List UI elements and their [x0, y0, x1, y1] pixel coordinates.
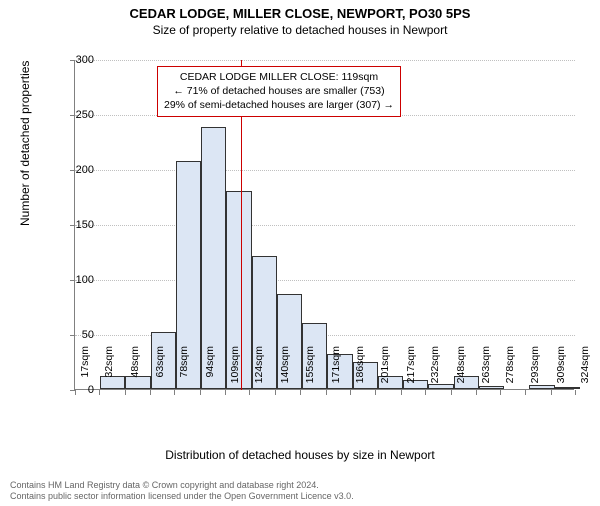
ytick-label: 200	[54, 164, 94, 176]
xtick-label: 171sqm	[330, 346, 342, 396]
chart-title: CEDAR LODGE, MILLER CLOSE, NEWPORT, PO30…	[0, 6, 600, 21]
attribution-footer: Contains HM Land Registry data © Crown c…	[10, 480, 354, 503]
plot: 17sqm32sqm48sqm63sqm78sqm94sqm109sqm124s…	[74, 60, 574, 390]
footer-line: Contains public sector information licen…	[10, 491, 354, 502]
xtick-label: 293sqm	[529, 346, 541, 396]
y-axis-label: Number of detached properties	[18, 61, 32, 226]
xtick-mark	[275, 390, 276, 395]
xtick-mark	[451, 390, 452, 395]
gridline	[75, 60, 575, 61]
gridline	[75, 280, 575, 281]
plot-area: 17sqm32sqm48sqm63sqm78sqm94sqm109sqm124s…	[74, 60, 574, 390]
xtick-label: 140sqm	[279, 346, 291, 396]
xtick-label: 124sqm	[253, 346, 265, 396]
chart-container: CEDAR LODGE, MILLER CLOSE, NEWPORT, PO30…	[0, 6, 600, 506]
xtick-label: 248sqm	[455, 346, 467, 396]
xtick-label: 109sqm	[229, 346, 241, 396]
chart-subtitle: Size of property relative to detached ho…	[0, 23, 600, 37]
xtick-mark	[326, 390, 327, 395]
xtick-mark	[401, 390, 402, 395]
xtick-mark	[575, 390, 576, 395]
xtick-label: 155sqm	[304, 346, 316, 396]
xtick-mark	[375, 390, 376, 395]
xtick-label: 278sqm	[504, 346, 516, 396]
gridline	[75, 225, 575, 226]
xtick-label: 186sqm	[354, 346, 366, 396]
xtick-label: 217sqm	[405, 346, 417, 396]
xtick-mark	[300, 390, 301, 395]
annotation-line: 29% of semi-detached houses are larger (…	[164, 98, 394, 112]
xtick-label: 32sqm	[103, 346, 115, 396]
xtick-label: 201sqm	[379, 346, 391, 396]
xtick-label: 263sqm	[480, 346, 492, 396]
xtick-mark	[125, 390, 126, 395]
annotation-line: ← 71% of detached houses are smaller (75…	[164, 84, 394, 98]
ytick-label: 300	[54, 54, 94, 66]
ytick-label: 100	[54, 274, 94, 286]
ytick-label: 150	[54, 219, 94, 231]
xtick-label: 48sqm	[129, 346, 141, 396]
xtick-mark	[174, 390, 175, 395]
xtick-mark	[249, 390, 250, 395]
xtick-mark	[525, 390, 526, 395]
xtick-mark	[350, 390, 351, 395]
x-axis-label: Distribution of detached houses by size …	[0, 448, 600, 462]
xtick-mark	[99, 390, 100, 395]
annotation-line: CEDAR LODGE MILLER CLOSE: 119sqm	[164, 70, 394, 84]
xtick-label: 232sqm	[429, 346, 441, 396]
xtick-mark	[551, 390, 552, 395]
xtick-label: 309sqm	[555, 346, 567, 396]
xtick-label: 78sqm	[178, 346, 190, 396]
ytick-label: 250	[54, 109, 94, 121]
xtick-mark	[200, 390, 201, 395]
xtick-label: 94sqm	[204, 346, 216, 396]
xtick-mark	[425, 390, 426, 395]
xtick-mark	[150, 390, 151, 395]
gridline	[75, 170, 575, 171]
annotation-box: CEDAR LODGE MILLER CLOSE: 119sqm← 71% of…	[157, 66, 401, 117]
footer-line: Contains HM Land Registry data © Crown c…	[10, 480, 354, 491]
xtick-mark	[476, 390, 477, 395]
ytick-label: 50	[54, 329, 94, 341]
xtick-mark	[225, 390, 226, 395]
xtick-mark	[500, 390, 501, 395]
xtick-label: 324sqm	[579, 346, 591, 396]
xtick-label: 63sqm	[154, 346, 166, 396]
ytick-label: 0	[54, 384, 94, 396]
